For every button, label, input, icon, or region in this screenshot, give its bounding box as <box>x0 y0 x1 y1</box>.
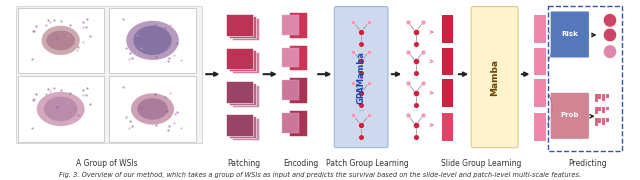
Bar <box>595 118 598 126</box>
Bar <box>226 14 253 36</box>
Bar <box>289 77 307 103</box>
Bar <box>232 85 259 107</box>
Bar <box>226 48 253 69</box>
Ellipse shape <box>126 21 179 60</box>
Text: Patch Group Learning: Patch Group Learning <box>326 159 409 168</box>
Bar <box>602 94 605 101</box>
Bar <box>534 79 546 107</box>
Text: Patching: Patching <box>227 159 260 168</box>
Bar <box>15 6 202 143</box>
Text: ...: ... <box>358 107 364 112</box>
Text: Slide Group Learning: Slide Group Learning <box>440 159 521 168</box>
Text: GPAMamba: GPAMamba <box>356 51 365 104</box>
Ellipse shape <box>46 31 75 50</box>
Bar <box>534 48 546 75</box>
Text: Prob: Prob <box>561 112 579 118</box>
Text: ...: ... <box>413 75 419 80</box>
Bar <box>282 15 299 35</box>
Ellipse shape <box>44 97 77 121</box>
Bar <box>442 79 453 107</box>
Bar <box>226 114 253 136</box>
Circle shape <box>604 28 617 42</box>
Bar <box>606 118 609 122</box>
Bar <box>534 113 546 141</box>
Text: ...: ... <box>358 75 364 80</box>
Text: ...: ... <box>413 107 419 112</box>
Ellipse shape <box>131 93 174 125</box>
Bar <box>442 113 453 141</box>
Bar <box>232 52 259 73</box>
Bar <box>17 8 104 73</box>
Bar <box>232 18 259 40</box>
Text: Encoding: Encoding <box>284 159 319 168</box>
Bar <box>289 45 307 70</box>
FancyBboxPatch shape <box>550 12 589 58</box>
Bar <box>595 107 598 114</box>
Bar <box>602 107 605 113</box>
Bar <box>229 16 256 38</box>
Bar <box>606 107 609 110</box>
Bar <box>226 81 253 103</box>
Bar <box>602 118 605 125</box>
Bar <box>289 12 307 38</box>
Ellipse shape <box>42 26 80 55</box>
FancyBboxPatch shape <box>471 7 518 148</box>
Bar <box>598 107 602 111</box>
Bar <box>282 80 299 100</box>
Text: Predicting: Predicting <box>569 159 607 168</box>
Bar <box>534 15 546 43</box>
Bar <box>548 6 623 151</box>
Bar <box>442 15 453 43</box>
Bar <box>17 76 104 142</box>
Text: A Group of WSIs: A Group of WSIs <box>76 159 138 168</box>
Text: Fig. 3. Overview of our method, which takes a group of WSIs as input and predict: Fig. 3. Overview of our method, which ta… <box>59 172 581 178</box>
Bar <box>442 48 453 75</box>
FancyBboxPatch shape <box>550 93 589 139</box>
Bar <box>109 76 196 142</box>
Bar <box>229 116 256 138</box>
Bar <box>232 118 259 140</box>
Bar <box>598 94 602 99</box>
Bar <box>595 94 598 102</box>
Circle shape <box>604 14 617 27</box>
Bar <box>289 110 307 136</box>
Bar <box>229 83 256 105</box>
Ellipse shape <box>137 98 168 120</box>
Bar <box>282 48 299 67</box>
Bar <box>109 8 196 73</box>
Circle shape <box>604 45 617 58</box>
Ellipse shape <box>133 26 172 55</box>
Ellipse shape <box>36 92 84 126</box>
Bar <box>229 50 256 71</box>
Bar <box>282 113 299 133</box>
FancyBboxPatch shape <box>334 7 388 148</box>
Bar <box>598 118 602 123</box>
Bar <box>606 94 609 98</box>
Text: Risk: Risk <box>561 31 578 37</box>
Text: Mamba: Mamba <box>490 59 499 96</box>
